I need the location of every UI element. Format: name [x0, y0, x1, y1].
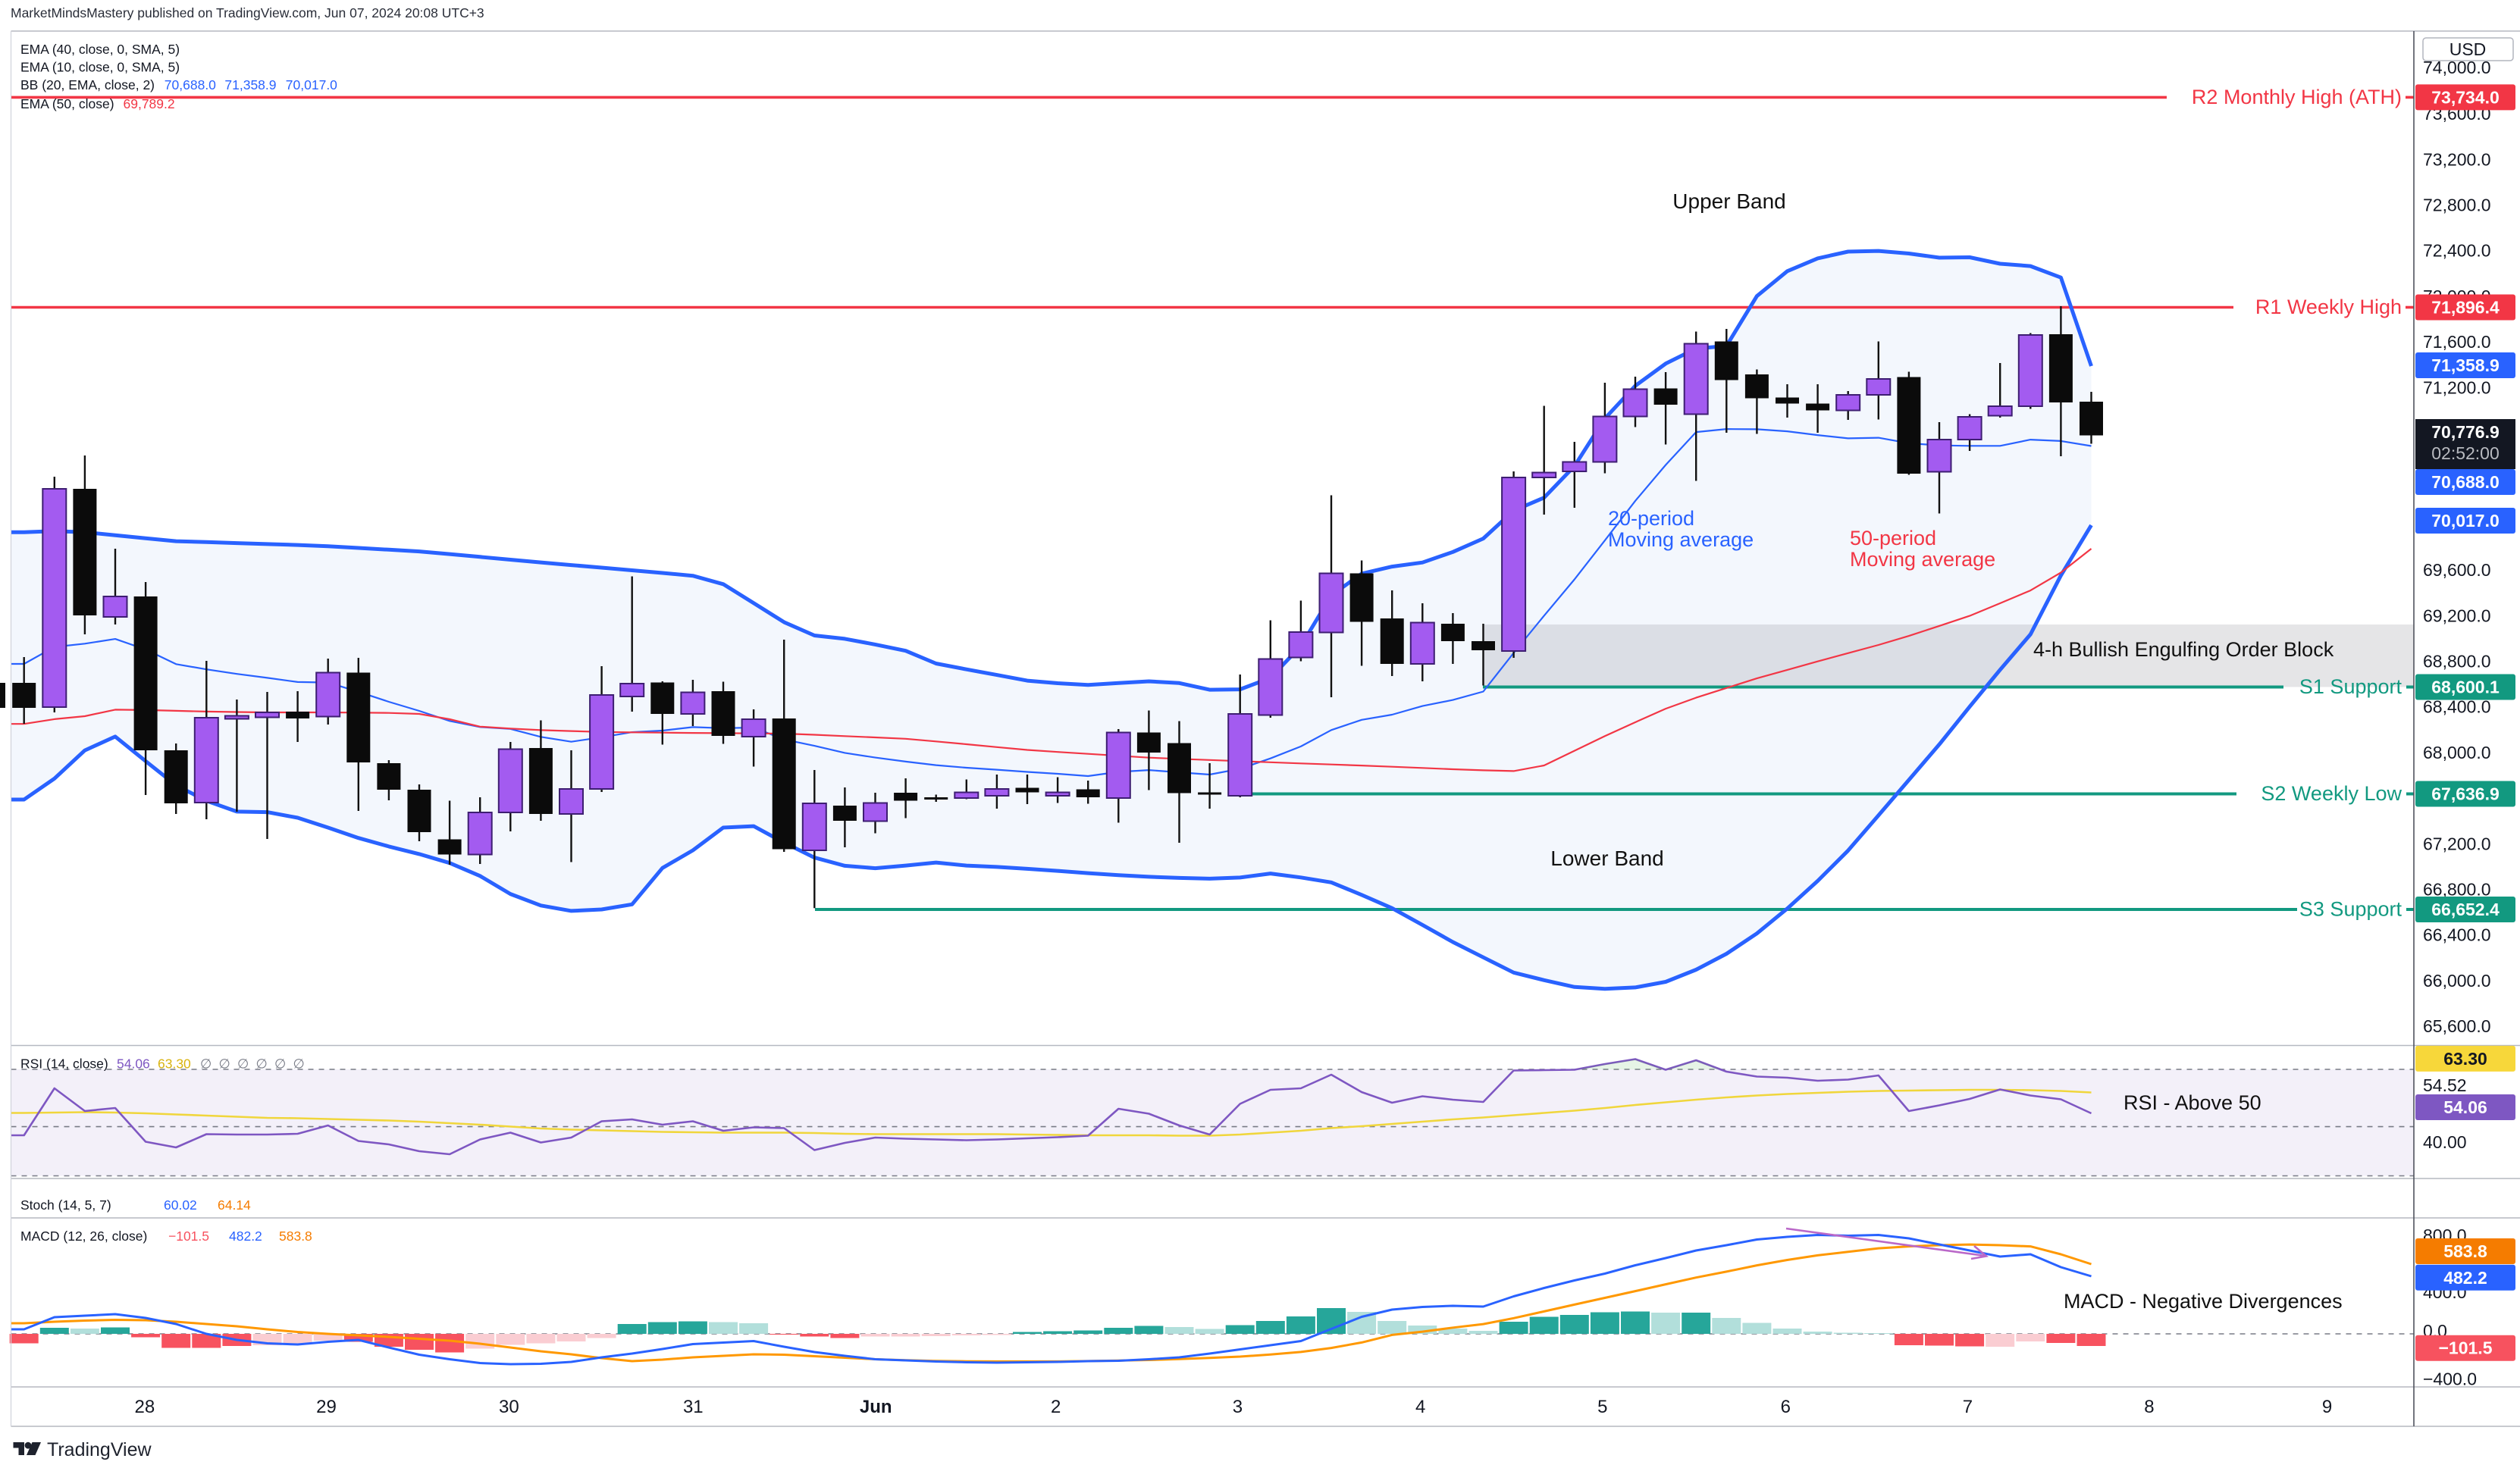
svg-text:∅: ∅	[237, 1056, 249, 1072]
svg-text:583.8: 583.8	[279, 1229, 312, 1244]
svg-text:65,600.0: 65,600.0	[2423, 1016, 2491, 1036]
svg-text:71,200.0: 71,200.0	[2423, 377, 2491, 397]
svg-text:S2 Weekly Low: S2 Weekly Low	[2261, 782, 2402, 805]
svg-text:50-period: 50-period	[1850, 527, 1936, 549]
svg-text:68,800.0: 68,800.0	[2423, 652, 2491, 671]
svg-text:MACD - Negative Divergences: MACD - Negative Divergences	[2064, 1290, 2343, 1313]
svg-text:70,776.9: 70,776.9	[2431, 422, 2500, 442]
svg-text:TradingView: TradingView	[47, 1439, 152, 1460]
svg-text:BB (20, EMA, close, 2): BB (20, EMA, close, 2)	[20, 77, 155, 92]
svg-text:∅: ∅	[256, 1056, 268, 1072]
svg-text:−400.0: −400.0	[2423, 1369, 2477, 1389]
svg-text:72,800.0: 72,800.0	[2423, 196, 2491, 215]
svg-text:72,400.0: 72,400.0	[2423, 241, 2491, 261]
svg-text:70,688.0: 70,688.0	[165, 77, 216, 92]
svg-text:31: 31	[683, 1397, 704, 1417]
svg-text:EMA (10, close, 0, SMA, 5): EMA (10, close, 0, SMA, 5)	[20, 60, 180, 75]
svg-text:54.52: 54.52	[2423, 1075, 2467, 1095]
svg-text:67,636.9: 67,636.9	[2431, 784, 2500, 804]
svg-text:63.30: 63.30	[2443, 1049, 2487, 1069]
svg-text:30: 30	[499, 1397, 519, 1417]
svg-text:∅: ∅	[200, 1056, 212, 1072]
svg-text:54.06: 54.06	[117, 1056, 150, 1072]
svg-text:54.06: 54.06	[2443, 1097, 2487, 1117]
svg-text:R2 Monthly High (ATH): R2 Monthly High (ATH)	[2192, 86, 2402, 108]
svg-text:69,200.0: 69,200.0	[2423, 606, 2491, 625]
svg-text:71,358.9: 71,358.9	[2431, 355, 2500, 375]
svg-text:Moving average: Moving average	[1850, 548, 1995, 571]
svg-text:71,358.9: 71,358.9	[224, 77, 276, 92]
svg-text:70,017.0: 70,017.0	[286, 77, 337, 92]
svg-text:482.2: 482.2	[2443, 1268, 2487, 1288]
svg-text:68,000.0: 68,000.0	[2423, 743, 2491, 762]
svg-text:−101.5: −101.5	[168, 1229, 209, 1244]
svg-text:∅: ∅	[274, 1056, 286, 1072]
svg-text:9: 9	[2322, 1397, 2332, 1417]
svg-text:Stoch (14, 5, 7): Stoch (14, 5, 7)	[20, 1197, 111, 1213]
svg-text:70,688.0: 70,688.0	[2431, 472, 2500, 492]
svg-text:28: 28	[135, 1397, 155, 1417]
svg-text:66,000.0: 66,000.0	[2423, 971, 2491, 991]
svg-text:2: 2	[1051, 1397, 1061, 1417]
svg-text:29: 29	[316, 1397, 337, 1417]
svg-text:Lower Band: Lower Band	[1550, 847, 1663, 870]
svg-text:EMA (40, close, 0, SMA, 5): EMA (40, close, 0, SMA, 5)	[20, 42, 180, 57]
svg-text:S1 Support: S1 Support	[2299, 675, 2402, 698]
svg-text:68,400.0: 68,400.0	[2423, 697, 2491, 717]
svg-text:73,734.0: 73,734.0	[2431, 87, 2500, 107]
svg-text:Jun: Jun	[860, 1397, 892, 1417]
svg-text:66,800.0: 66,800.0	[2423, 880, 2491, 900]
svg-text:USD: USD	[2449, 39, 2487, 59]
svg-text:R1 Weekly High: R1 Weekly High	[2255, 296, 2402, 318]
svg-text:8: 8	[2144, 1397, 2154, 1417]
svg-text:70,017.0: 70,017.0	[2431, 511, 2500, 531]
svg-text:Moving average: Moving average	[1608, 528, 1754, 551]
svg-text:63.30: 63.30	[158, 1056, 191, 1072]
svg-text:RSI - Above 50: RSI - Above 50	[2124, 1091, 2261, 1114]
svg-text:71,896.4: 71,896.4	[2431, 298, 2500, 318]
svg-text:4-h Bullish Engulfing Order Bl: 4-h Bullish Engulfing Order Block	[2033, 638, 2334, 661]
svg-text:482.2: 482.2	[229, 1229, 262, 1244]
svg-text:5: 5	[1597, 1397, 1607, 1417]
svg-text:02:52:00: 02:52:00	[2431, 443, 2500, 463]
svg-text:67,200.0: 67,200.0	[2423, 834, 2491, 853]
svg-text:73,200.0: 73,200.0	[2423, 149, 2491, 169]
svg-text:20-period: 20-period	[1608, 507, 1694, 530]
svg-text:69,600.0: 69,600.0	[2423, 560, 2491, 580]
svg-text:S3 Support: S3 Support	[2299, 898, 2402, 921]
svg-text:MarketMindsMastery published o: MarketMindsMastery published on TradingV…	[11, 5, 484, 20]
svg-text:60.02: 60.02	[164, 1197, 197, 1213]
svg-text:4: 4	[1415, 1397, 1425, 1417]
svg-text:7: 7	[1963, 1397, 1973, 1417]
svg-text:71,600.0: 71,600.0	[2423, 332, 2491, 352]
svg-text:69,789.2: 69,789.2	[124, 96, 175, 111]
svg-text:583.8: 583.8	[2443, 1241, 2487, 1261]
svg-text:66,652.4: 66,652.4	[2431, 900, 2500, 919]
svg-text:EMA (50, close): EMA (50, close)	[20, 96, 114, 111]
svg-text:68,600.1: 68,600.1	[2431, 678, 2500, 697]
svg-text:64.14: 64.14	[218, 1197, 251, 1213]
svg-text:Upper Band: Upper Band	[1672, 189, 1785, 213]
svg-text:3: 3	[1233, 1397, 1243, 1417]
svg-text:40.00: 40.00	[2423, 1132, 2467, 1152]
svg-text:66,400.0: 66,400.0	[2423, 925, 2491, 945]
svg-text:6: 6	[1781, 1397, 1791, 1417]
svg-text:∅: ∅	[219, 1056, 230, 1072]
svg-text:RSI (14, close): RSI (14, close)	[20, 1056, 108, 1072]
svg-text:MACD (12, 26, close): MACD (12, 26, close)	[20, 1229, 147, 1244]
svg-text:−101.5: −101.5	[2439, 1338, 2493, 1358]
svg-text:∅: ∅	[293, 1056, 305, 1072]
